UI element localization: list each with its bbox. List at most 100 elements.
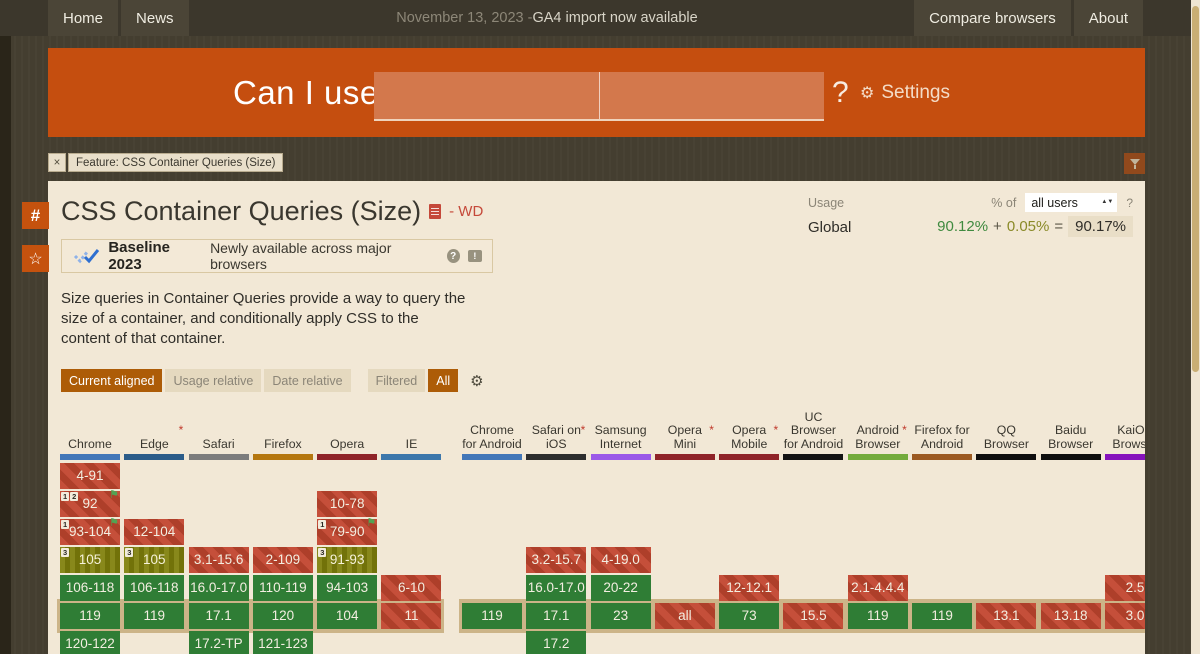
baseline-feedback-icon[interactable]: ! (467, 250, 482, 262)
view-date-relative-button[interactable]: Date relative (264, 369, 351, 392)
usage-select-value: all users (1031, 195, 1078, 210)
version-cell: 105 3 (60, 547, 120, 573)
spec-status[interactable]: - WD (449, 203, 484, 220)
nav-home-button[interactable]: Home (48, 0, 119, 36)
nav-compare-browsers-button[interactable]: Compare browsers (914, 0, 1071, 36)
usage-supported-value: 90.12% (937, 218, 989, 235)
note-badge: 1 (61, 492, 70, 501)
browser-name: Samsung Internet (594, 423, 647, 451)
browser-name: Safari (202, 436, 235, 451)
version-cell: 73 (719, 603, 780, 629)
browser-color-bar (526, 454, 587, 460)
feature-tag-close-button[interactable]: × (48, 153, 66, 172)
version-cell: 120 (252, 603, 313, 629)
note-badges: 3 (125, 548, 134, 557)
browser-color-bar (60, 454, 120, 460)
version-cell: 11 (381, 603, 442, 629)
browser-name: Edge * (139, 423, 184, 451)
browser-color-bar (317, 454, 378, 460)
baseline-title: Baseline 2023 (108, 239, 171, 273)
browser-name: Opera Mobile * (731, 423, 779, 451)
version-cell: 79-90 1 ⚑ (317, 517, 378, 545)
vertical-scrollbar[interactable] (1191, 0, 1200, 654)
filter-filtered-button[interactable]: Filtered (367, 369, 426, 392)
feature-search-input-1[interactable] (374, 72, 599, 119)
browser-note-asterisk: * (773, 423, 779, 437)
browser-name: QQ Browser (983, 423, 1029, 451)
browser-color-bar (912, 454, 973, 460)
spec-document-icon[interactable] (429, 204, 442, 219)
version-cell: 119 (124, 603, 185, 629)
permalink-hash-button[interactable]: # (22, 202, 49, 229)
scrollbar-thumb[interactable] (1192, 6, 1199, 372)
version-cell: 3.1-15.6 (188, 547, 249, 573)
browser-version-cells: 12-104 105 3 106-118 119 (124, 463, 185, 654)
favorite-star-button[interactable]: ☆ (22, 245, 49, 272)
version-cell: 105 3 (124, 547, 185, 573)
baseline-subtitle: Newly available across major browsers (210, 240, 392, 272)
version-cell: 119 (847, 603, 908, 629)
feature-tag[interactable]: Feature: CSS Container Queries (Size) (68, 153, 284, 172)
browser-column: Firefox for Android 119 (912, 398, 973, 654)
nav-news-button[interactable]: News (121, 0, 189, 36)
filter-button[interactable] (1124, 153, 1145, 174)
browser-name: Chrome for Android (462, 423, 522, 451)
browser-version-cells: 4-91 92 1 2 ⚑ 93-104 1 ⚑ 105 3 106-118 119 120-122 (60, 463, 120, 654)
feature-search-input-2[interactable] (599, 72, 824, 119)
browser-column: QQ Browser 13.1 (976, 398, 1037, 654)
browser-color-bar (124, 454, 185, 460)
view-controls: Current aligned Usage relative Date rela… (61, 369, 484, 392)
feature-search-box (374, 72, 824, 121)
version-cell: 2-109 (252, 547, 313, 573)
version-cell: 17.1 (526, 603, 587, 629)
version-cell: 16.0-17.0 (526, 575, 587, 601)
announcement[interactable]: November 13, 2023 - GA4 import now avail… (0, 0, 1094, 36)
browser-column: Opera Mini * all (654, 398, 715, 654)
feature-panel: CSS Container Queries (Size) - WD Usage … (48, 181, 1145, 654)
settings-button[interactable]: ⚙ Settings (860, 48, 950, 137)
version-cell: 119 (912, 603, 973, 629)
filter-all-button[interactable]: All (428, 369, 459, 392)
browser-column: Chrome for Android 119 (462, 398, 522, 654)
browser-column: Opera Mobile * 12-12.1 73 (719, 398, 780, 654)
baseline-help-icon[interactable]: ? (446, 249, 460, 263)
search-help-question-mark[interactable]: ? (832, 75, 849, 109)
browser-column: Android Browser * 2.1-4.4.4 119 (847, 398, 908, 654)
version-cell: 13.18 (1040, 603, 1101, 629)
table-settings-gear-icon[interactable]: ⚙ (470, 372, 484, 390)
browser-color-bar (654, 454, 715, 460)
browser-color-bar (783, 454, 844, 460)
view-current-aligned-button[interactable]: Current aligned (61, 369, 163, 392)
browser-column: Edge * 12-104 105 3 106-118 119 (124, 398, 185, 654)
browser-color-bar (188, 454, 249, 460)
browser-version-cells: 119 (462, 463, 522, 654)
browser-name: UC Browser for Android (783, 409, 844, 451)
version-cell: 106-118 (60, 575, 120, 601)
hero-banner: Can I use ? ⚙ Settings (48, 48, 1145, 137)
browser-name: Baidu Browser (1048, 423, 1094, 451)
browser-version-cells: 3.2-15.7 16.0-17.0 17.1 17.2 (526, 463, 587, 654)
version-cell: 17.2 (526, 631, 587, 654)
note-badge: 1 (318, 520, 327, 529)
browser-column: Opera 10-78 79-90 1 ⚑ 91-93 3 94-103 104 (317, 398, 378, 654)
browser-version-cells: 3.1-15.6 16.0-17.0 17.1 17.2-TP (188, 463, 249, 654)
usage-select[interactable]: all users ▲▼ (1025, 193, 1118, 212)
version-cell: 15.5 (783, 603, 844, 629)
note-badges: 3 (61, 548, 70, 557)
browser-column: IE 6-10 11 (381, 398, 442, 654)
nav-about-button[interactable]: About (1073, 0, 1143, 36)
browser-version-cells: 119 (912, 463, 973, 654)
version-cell: 16.0-17.0 (188, 575, 249, 601)
version-cell: 2.1-4.4.4 (847, 575, 908, 601)
version-cell: 13.1 (976, 603, 1037, 629)
view-usage-relative-button[interactable]: Usage relative (165, 369, 262, 392)
version-cell: 17.2-TP (188, 631, 249, 654)
usage-help-icon[interactable]: ? (1126, 195, 1133, 210)
settings-label: Settings (881, 81, 950, 103)
version-cell: 91-93 3 (317, 547, 378, 573)
browser-column: Chrome 4-91 92 1 2 ⚑ 93-104 1 ⚑ 105 3 106-118 119 120… (60, 398, 120, 654)
site-title: Can I use (233, 73, 379, 111)
browser-note-asterisk: * (178, 423, 184, 437)
browser-name: KaiOS Browser (1112, 423, 1145, 451)
usage-region: Global (808, 219, 852, 236)
